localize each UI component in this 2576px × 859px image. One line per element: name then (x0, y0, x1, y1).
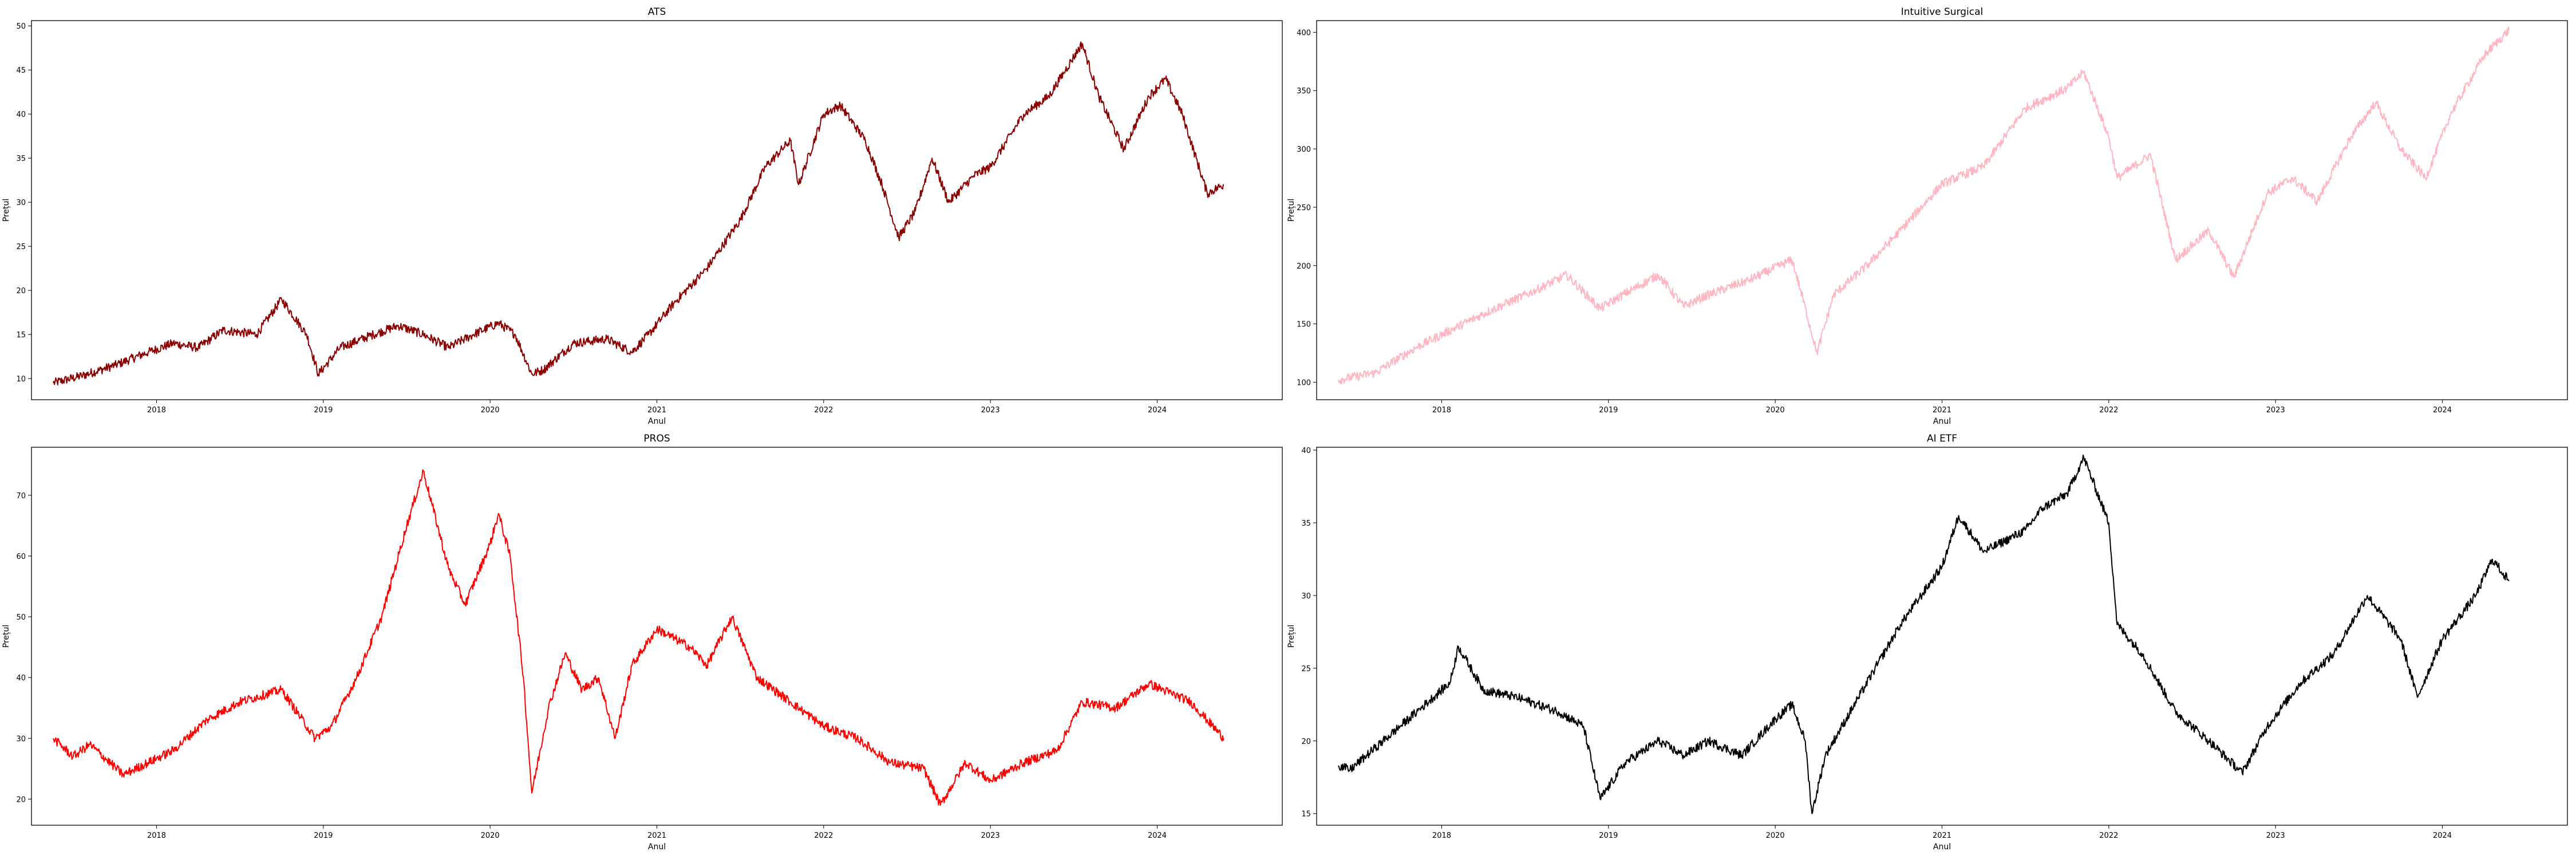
chart-panel-3: 2018 2019 2020 2021 2022 2023 2024 15 20 25 30 35 40… (1287, 433, 2568, 852)
x-tick-label: 2020 (1766, 406, 1785, 415)
x-tick-label: 2020 (1766, 832, 1785, 840)
y-tick-label: 20 (16, 287, 26, 295)
series-line-1 (1337, 26, 2510, 385)
y-tick-label: 40 (1301, 447, 1311, 455)
y-tick-label: 35 (1301, 519, 1311, 528)
axes-frame (31, 20, 1283, 400)
y-tick-label: 10 (16, 375, 26, 384)
x-tick-label: 2018 (147, 406, 166, 415)
y-tick-label: 300 (1297, 145, 1311, 154)
x-axis-label: Anul (1933, 417, 1951, 426)
y-tick-label: 50 (16, 613, 26, 622)
y-tick-label: 350 (1297, 87, 1311, 96)
x-tick-label: 2022 (2099, 406, 2118, 415)
y-axis-label: Prețul (1287, 199, 1296, 222)
y-tick-label: 40 (16, 674, 26, 683)
x-tick-label: 2024 (1148, 832, 1167, 840)
x-tick-label: 2022 (2099, 832, 2118, 840)
y-tick-label: 150 (1297, 321, 1311, 329)
x-tick-label: 2023 (981, 832, 1000, 840)
y-tick-label: 20 (1301, 738, 1311, 746)
x-tick-label: 2018 (1432, 832, 1451, 840)
series-line-0 (52, 41, 1224, 385)
y-tick-label: 20 (16, 795, 26, 804)
axes-frame (31, 447, 1283, 826)
chart-panel-1: 2018 2019 2020 2021 2022 2023 2024 100 150 200 250… (1287, 6, 2568, 426)
y-tick-label: 250 (1297, 204, 1311, 212)
x-tick-label: 2020 (481, 406, 500, 415)
x-tick-label: 2021 (647, 406, 666, 415)
chart-title: Intuitive Surgical (1901, 6, 1984, 18)
x-tick-label: 2019 (1599, 406, 1618, 415)
axes-frame (1316, 20, 2568, 400)
x-tick-label: 2023 (981, 406, 1000, 415)
chart-title: AI ETF (1927, 433, 1957, 444)
y-tick-label: 200 (1297, 262, 1311, 271)
y-tick-label: 30 (16, 199, 26, 207)
x-tick-label: 2019 (314, 832, 333, 840)
axes-frame (1316, 447, 2568, 826)
y-tick-label: 45 (16, 66, 26, 75)
x-tick-label: 2021 (1933, 406, 1951, 415)
chart-title: ATS (648, 6, 666, 18)
x-axis-label: Anul (648, 417, 666, 426)
x-tick-label: 2023 (2266, 406, 2285, 415)
y-tick-label: 15 (16, 331, 26, 340)
y-tick-label: 100 (1297, 379, 1311, 387)
series-line-3 (1338, 454, 2510, 814)
x-tick-label: 2019 (1599, 832, 1618, 840)
x-tick-label: 2018 (147, 832, 166, 840)
y-tick-label: 25 (1301, 665, 1311, 673)
chart-title: PROS (643, 433, 670, 444)
y-tick-label: 30 (16, 735, 26, 743)
y-tick-label: 70 (16, 492, 26, 501)
series-line-2 (52, 469, 1224, 806)
chart-panel-0: 2018 2019 2020 2021 2022 2023 2024 10 15 20 25 30 35… (2, 6, 1283, 426)
x-tick-label: 2023 (2266, 832, 2285, 840)
x-axis-label: Anul (1933, 842, 1951, 852)
y-tick-label: 35 (16, 155, 26, 163)
y-tick-label: 60 (16, 553, 26, 561)
y-tick-label: 50 (16, 22, 26, 31)
y-axis-label: Prețul (1287, 625, 1296, 648)
x-tick-label: 2019 (314, 406, 333, 415)
x-tick-label: 2022 (814, 832, 833, 840)
x-tick-label: 2024 (2433, 406, 2452, 415)
y-axis-label: Prețul (2, 199, 11, 222)
y-tick-label: 25 (16, 243, 26, 251)
y-tick-label: 400 (1297, 29, 1311, 37)
x-tick-label: 2022 (814, 406, 833, 415)
x-tick-label: 2021 (1933, 832, 1951, 840)
x-tick-label: 2024 (2433, 832, 2452, 840)
y-tick-label: 15 (1301, 810, 1311, 819)
x-tick-label: 2020 (481, 832, 500, 840)
x-axis-label: Anul (648, 842, 666, 852)
y-axis-label: Prețul (2, 625, 11, 648)
y-tick-label: 40 (16, 111, 26, 119)
x-tick-label: 2021 (647, 832, 666, 840)
x-tick-label: 2018 (1432, 406, 1451, 415)
chart-panel-2: 2018 2019 2020 2021 2022 2023 2024 20 30 40 50 60 70… (2, 433, 1283, 852)
y-tick-label: 30 (1301, 592, 1311, 601)
x-tick-label: 2024 (1148, 406, 1167, 415)
